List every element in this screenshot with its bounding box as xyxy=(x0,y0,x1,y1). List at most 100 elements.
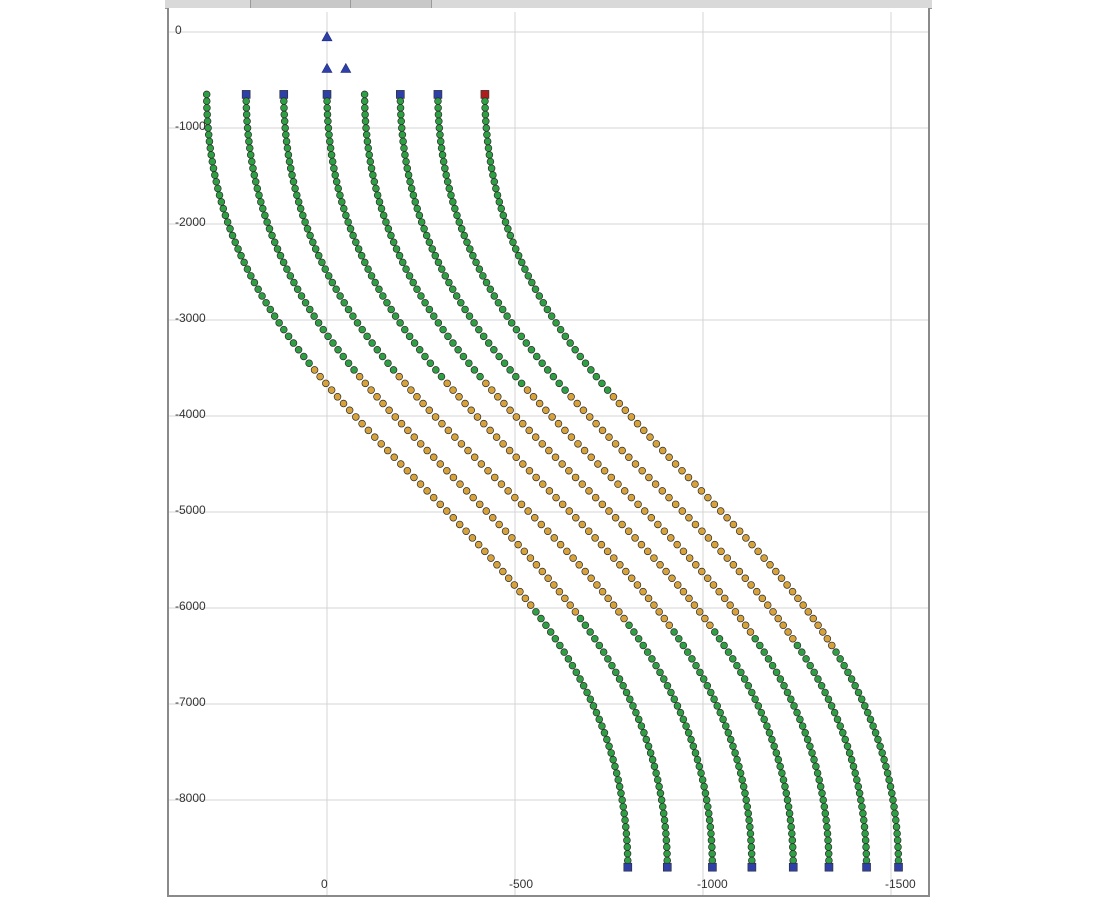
well-point xyxy=(437,372,446,381)
well-point xyxy=(344,305,353,314)
well-point xyxy=(461,305,469,314)
well-point xyxy=(788,587,797,596)
well-point xyxy=(698,527,706,535)
well-point xyxy=(544,527,552,535)
well-point xyxy=(847,675,856,683)
well-point xyxy=(854,782,863,791)
well-point xyxy=(744,809,753,818)
well-point xyxy=(431,413,440,421)
well-point xyxy=(406,178,414,186)
well-point xyxy=(366,157,375,166)
well-point xyxy=(449,339,457,347)
well-point xyxy=(587,366,595,374)
well-point xyxy=(340,298,348,307)
well-point xyxy=(368,339,376,347)
well-point xyxy=(674,581,682,589)
well-point xyxy=(529,393,538,401)
well-point xyxy=(410,473,418,482)
well-point xyxy=(793,708,801,717)
well-point xyxy=(665,621,674,630)
well-point xyxy=(883,769,892,777)
well-point xyxy=(512,372,520,381)
well-point xyxy=(373,393,381,401)
well-point xyxy=(556,641,564,650)
well-point xyxy=(405,272,414,280)
well-point xyxy=(585,413,594,421)
well-point xyxy=(565,507,573,515)
well-point xyxy=(268,231,276,240)
well-point xyxy=(462,487,471,495)
well-point xyxy=(403,164,412,173)
well-point xyxy=(523,386,532,394)
well-point xyxy=(404,426,412,435)
well-point xyxy=(793,641,802,650)
tab-strip-2[interactable] xyxy=(350,0,432,8)
x-tick-label: 0 xyxy=(321,877,328,891)
well-point xyxy=(724,729,733,737)
well-point xyxy=(482,379,490,388)
well-point xyxy=(282,130,290,139)
well-point xyxy=(627,413,636,421)
well-point xyxy=(598,500,607,509)
well-point xyxy=(481,97,489,105)
well-point xyxy=(772,668,781,677)
well-point xyxy=(530,514,539,522)
well-point xyxy=(780,682,788,690)
well-point xyxy=(283,144,292,152)
well-point xyxy=(485,151,494,159)
well-point xyxy=(510,581,519,589)
well-point xyxy=(492,184,500,193)
well-point xyxy=(716,708,724,717)
well-point xyxy=(379,211,388,220)
well-point xyxy=(604,594,612,603)
well-point xyxy=(375,198,384,206)
well-point xyxy=(893,836,902,845)
well-endpoint-marker xyxy=(322,90,332,99)
well-point xyxy=(583,688,591,697)
well-point xyxy=(497,204,506,213)
well-point xyxy=(618,520,626,529)
well-point xyxy=(439,157,448,166)
well-point xyxy=(326,144,335,152)
well-point xyxy=(564,655,573,663)
well-point xyxy=(844,668,852,677)
well-point xyxy=(756,641,764,650)
well-point xyxy=(704,493,712,502)
well-point xyxy=(538,567,547,576)
well-point xyxy=(454,346,462,354)
well-point xyxy=(438,265,446,273)
well-point xyxy=(599,648,608,656)
well-point xyxy=(480,419,488,428)
well-point xyxy=(620,614,628,623)
well-point xyxy=(853,776,861,784)
well-point xyxy=(708,850,716,858)
well-point xyxy=(656,561,664,569)
well-point xyxy=(467,406,475,414)
well-point xyxy=(751,695,759,703)
well-point xyxy=(598,379,606,388)
well-point xyxy=(410,433,419,441)
well-point xyxy=(461,399,469,408)
well-point xyxy=(623,836,631,845)
well-point xyxy=(894,856,903,865)
well-point xyxy=(469,251,477,260)
well-point xyxy=(854,688,863,697)
well-point xyxy=(555,379,563,388)
y-tick-label: -7000 xyxy=(175,695,206,709)
well-point xyxy=(382,218,390,226)
well-point xyxy=(430,312,438,320)
well-point xyxy=(481,547,489,556)
well-point xyxy=(683,648,692,656)
well-point xyxy=(303,225,312,233)
well-point xyxy=(581,621,590,630)
well-point xyxy=(592,419,600,428)
well-point xyxy=(521,265,529,273)
well-point xyxy=(551,634,560,643)
well-point xyxy=(729,561,738,569)
well-point xyxy=(385,406,393,414)
well-point xyxy=(623,856,632,865)
well-point xyxy=(417,292,425,300)
well-point xyxy=(265,225,274,233)
well-point xyxy=(487,164,496,173)
well-point xyxy=(284,332,293,341)
